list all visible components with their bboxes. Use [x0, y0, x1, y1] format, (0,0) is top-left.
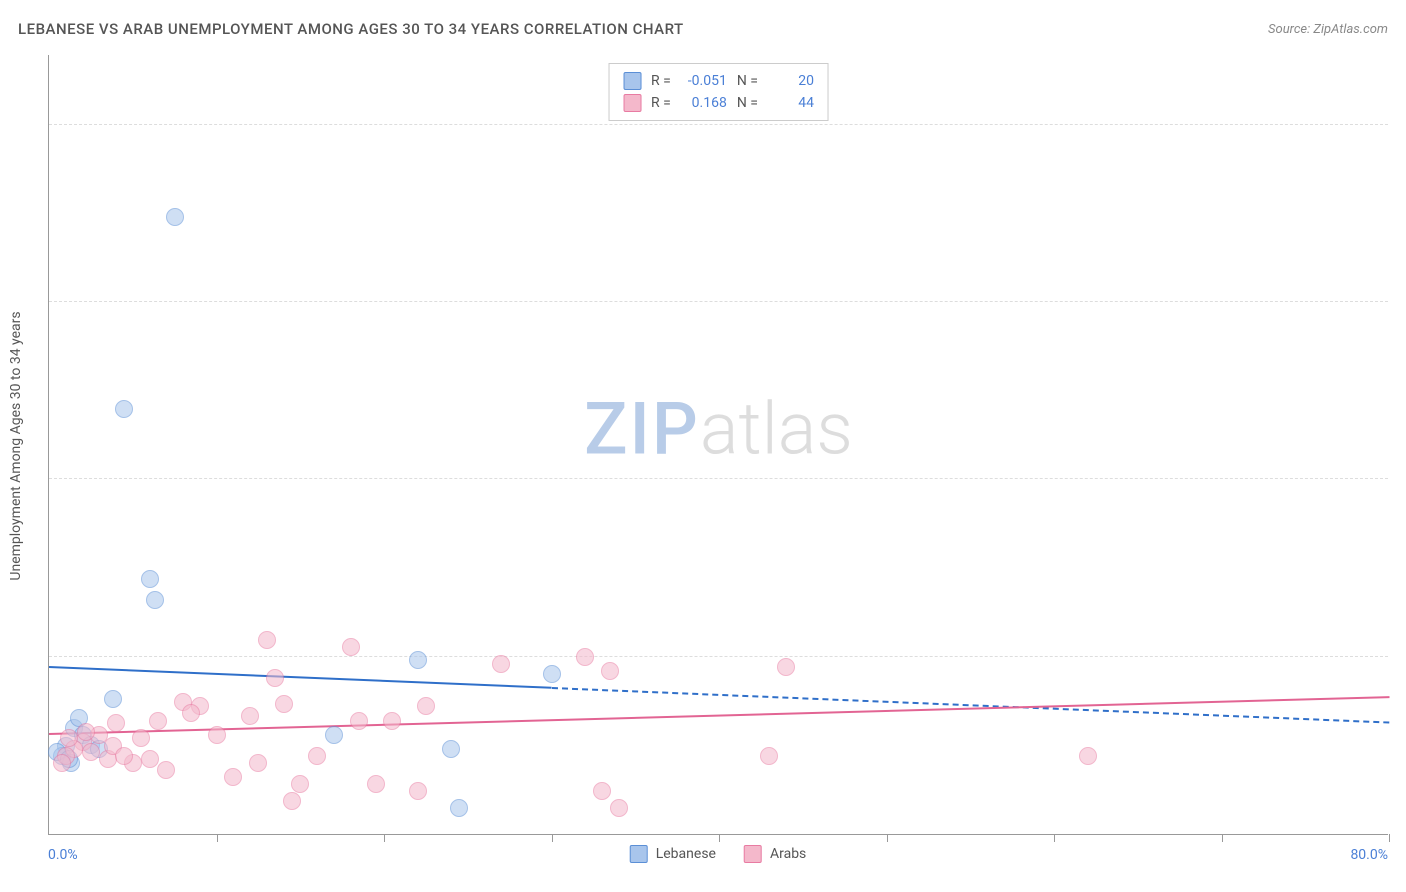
n-label: N =: [737, 92, 758, 114]
plot-region: ZIPatlas R = -0.051 N = 20 R = 0.168 N =…: [48, 55, 1388, 835]
data-point: [1079, 747, 1097, 765]
x-tick: [1222, 834, 1223, 842]
data-point: [149, 712, 167, 730]
watermark: ZIPatlas: [584, 386, 853, 471]
data-point: [266, 669, 284, 687]
x-tick: [552, 834, 553, 842]
x-tick: [384, 834, 385, 842]
data-point: [53, 754, 71, 772]
data-point: [249, 754, 267, 772]
data-point: [291, 775, 309, 793]
legend-item-lebanese: Lebanese: [630, 845, 716, 863]
data-point: [308, 747, 326, 765]
data-point: [146, 591, 164, 609]
data-point: [104, 690, 122, 708]
data-point: [157, 761, 175, 779]
r-label: R =: [651, 92, 671, 114]
x-axis-max-label: 80.0%: [1350, 847, 1388, 863]
n-value: 20: [768, 70, 814, 92]
data-point: [141, 750, 159, 768]
arabs-swatch-icon: [744, 845, 762, 863]
data-point: [82, 743, 100, 761]
stats-row-lebanese: R = -0.051 N = 20: [623, 70, 814, 92]
data-point: [593, 782, 611, 800]
data-point: [610, 799, 628, 817]
x-tick: [217, 834, 218, 842]
y-axis-label: Unemployment Among Ages 30 to 34 years: [8, 311, 24, 580]
data-point: [409, 782, 427, 800]
data-point: [60, 729, 78, 747]
chart-header: LEBANESE VS ARAB UNEMPLOYMENT AMONG AGES…: [18, 20, 1388, 38]
series-legend: Lebanese Arabs: [630, 845, 807, 863]
data-point: [417, 697, 435, 715]
legend-label: Arabs: [770, 846, 806, 862]
data-point: [166, 208, 184, 226]
lebanese-swatch-icon: [630, 845, 648, 863]
correlation-stats-box: R = -0.051 N = 20 R = 0.168 N = 44: [608, 63, 829, 121]
data-point: [543, 665, 561, 683]
data-point: [275, 695, 293, 713]
arabs-swatch-icon: [623, 94, 641, 112]
data-point: [241, 707, 259, 725]
data-point: [576, 648, 594, 666]
stats-row-arabs: R = 0.168 N = 44: [623, 92, 814, 114]
data-point: [77, 723, 95, 741]
data-point: [409, 651, 427, 669]
x-tick: [1389, 834, 1390, 842]
data-point: [115, 400, 133, 418]
trend-line: [49, 666, 552, 689]
r-value: -0.051: [681, 70, 727, 92]
data-point: [283, 792, 301, 810]
data-point: [325, 726, 343, 744]
data-point: [342, 638, 360, 656]
data-point: [107, 714, 125, 732]
gridline: [49, 301, 1388, 302]
data-point: [132, 729, 150, 747]
data-point: [450, 799, 468, 817]
data-point: [208, 726, 226, 744]
data-point: [601, 662, 619, 680]
data-point: [760, 747, 778, 765]
legend-item-arabs: Arabs: [744, 845, 806, 863]
r-value: 0.168: [681, 92, 727, 114]
data-point: [383, 712, 401, 730]
data-point: [141, 570, 159, 588]
data-point: [442, 740, 460, 758]
gridline: [49, 478, 1388, 479]
data-point: [258, 631, 276, 649]
source-credit: Source: ZipAtlas.com: [1268, 22, 1388, 37]
watermark-atlas: atlas: [700, 386, 853, 471]
x-axis-min-label: 0.0%: [48, 847, 78, 863]
data-point: [777, 658, 795, 676]
data-point: [367, 775, 385, 793]
watermark-zip: ZIP: [584, 386, 700, 471]
data-point: [492, 655, 510, 673]
data-point: [224, 768, 242, 786]
x-tick: [1054, 834, 1055, 842]
r-label: R =: [651, 70, 671, 92]
gridline: [49, 124, 1388, 125]
chart-title: LEBANESE VS ARAB UNEMPLOYMENT AMONG AGES…: [18, 20, 684, 38]
lebanese-swatch-icon: [623, 72, 641, 90]
data-point: [350, 712, 368, 730]
trend-line: [551, 687, 1389, 724]
n-label: N =: [737, 70, 758, 92]
n-value: 44: [768, 92, 814, 114]
data-point: [115, 747, 133, 765]
gridline: [49, 656, 1388, 657]
data-point: [182, 704, 200, 722]
chart-area: ZIPatlas R = -0.051 N = 20 R = 0.168 N =…: [48, 55, 1388, 835]
legend-label: Lebanese: [656, 846, 716, 862]
x-tick: [719, 834, 720, 842]
x-tick: [887, 834, 888, 842]
